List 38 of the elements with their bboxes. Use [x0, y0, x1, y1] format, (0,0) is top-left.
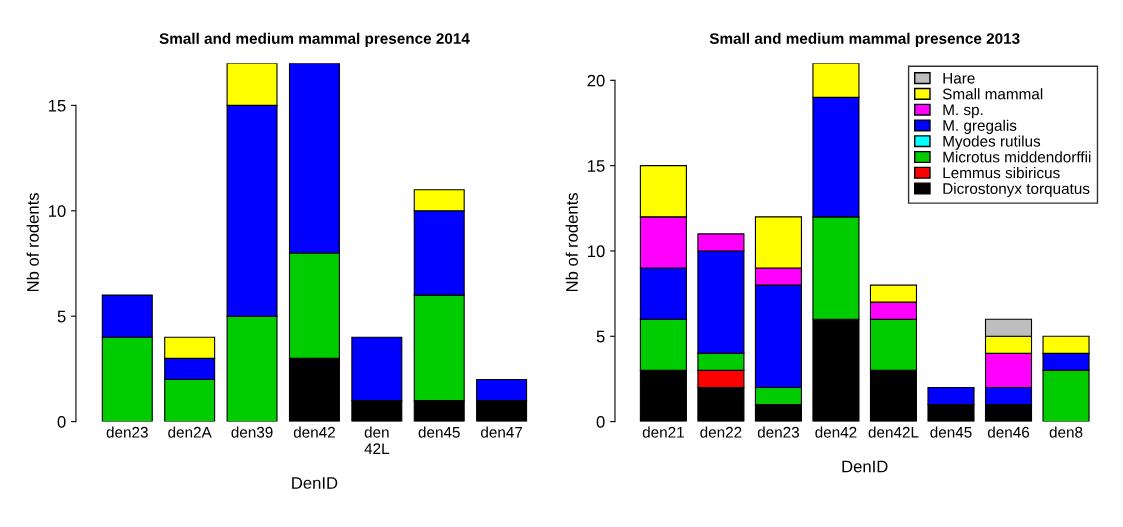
x-tick-label: den42L	[868, 426, 919, 438]
x-axis-title: DenID	[292, 477, 338, 489]
legend-label: M. sp.	[943, 104, 983, 119]
x-tick-label: den8	[1049, 426, 1083, 438]
x-tick-label: den23	[106, 426, 148, 438]
x-tick-label: den22	[700, 426, 742, 438]
x-tick-label: den42	[815, 426, 857, 438]
y-axis-title: Nb of rodents	[565, 192, 578, 292]
y-tick-label: 10	[48, 205, 66, 217]
x-tick-label: den45	[418, 426, 460, 438]
y-tick-label: 15	[588, 160, 605, 172]
y-tick-label: 0	[596, 416, 605, 428]
legend-label: M. gregalis	[943, 119, 1017, 134]
x-tick-label: den39	[231, 426, 273, 438]
legend-label: Lemmus sibiricus	[943, 167, 1060, 179]
x-axis-title: DenID	[842, 460, 888, 473]
x-tick-label: den42	[293, 426, 335, 438]
x-tick-label: den21	[642, 426, 684, 438]
y-axis-title: Nb of rodents	[26, 192, 39, 292]
x-tick-label: den 42L	[364, 426, 390, 454]
x-tick-label: den23	[757, 426, 799, 438]
y-tick-label: 15	[48, 99, 66, 112]
y-tick-label: 5	[596, 330, 605, 343]
x-tick-label: den46	[987, 426, 1030, 438]
y-tick-label: 0	[57, 416, 66, 428]
x-tick-label: den45	[930, 426, 972, 438]
x-tick-label: den47	[481, 426, 523, 438]
chart-title: Small and medium mammal presence 2014	[159, 32, 470, 47]
legend-label: Microtus middendorffii	[943, 151, 1091, 163]
legend-label: Small mammal	[942, 88, 1043, 100]
y-tick-label: 10	[588, 245, 605, 258]
y-tick-label: 20	[587, 74, 605, 87]
x-tick-label: den2A	[168, 426, 212, 438]
legend-label: Dicrostonyx torquatus	[943, 182, 1090, 198]
legend-label: Myodes rutilus	[943, 135, 1041, 150]
chart-title: Small and medium mammal presence 2013	[709, 32, 1020, 47]
legend-label: Hare	[943, 72, 975, 84]
y-tick-label: 5	[57, 310, 66, 323]
